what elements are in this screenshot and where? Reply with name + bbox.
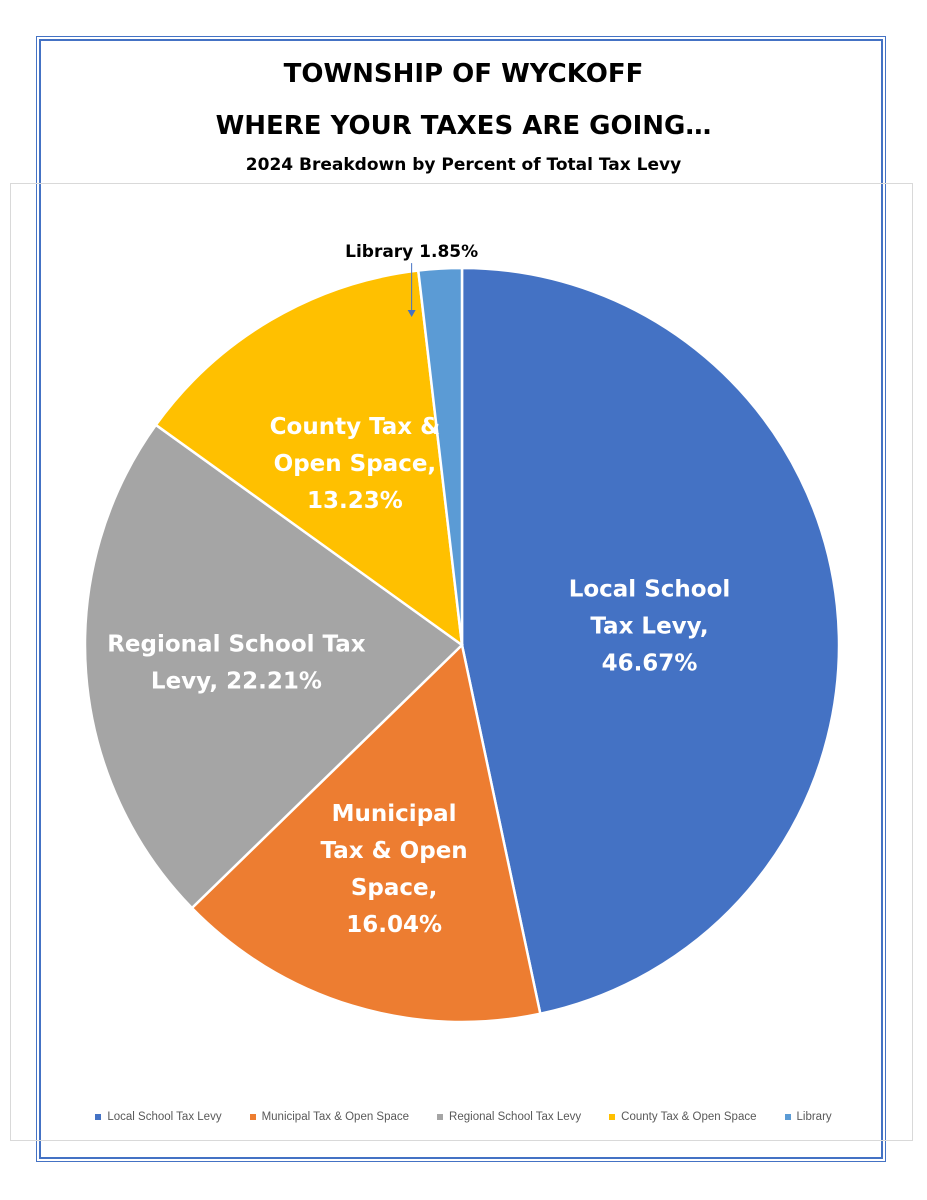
data-label-line: Space, (351, 875, 438, 901)
data-label-line: 16.04% (346, 912, 442, 938)
legend-swatch (609, 1114, 616, 1120)
callout-arrow-icon (407, 309, 416, 317)
data-label-line: Open Space, (274, 451, 437, 477)
legend-swatch (249, 1114, 256, 1120)
legend-label: Municipal Tax & Open Space (261, 1111, 410, 1123)
legend-label: Local School Tax Levy (107, 1111, 222, 1123)
legend-item: Library (784, 1111, 832, 1123)
data-label-line: Tax & Open (321, 838, 468, 864)
data-label-local-school: Local School Tax Levy, 46.67% (569, 576, 731, 676)
data-label-line: 46.67% (602, 650, 698, 676)
pie-slice-municipal (190, 642, 542, 1024)
chart-legend: Local School Tax Levy Municipal Tax & Op… (0, 1111, 927, 1123)
data-label-line: Regional School Tax (107, 631, 366, 657)
chart-title-line1: TOWNSHIP OF WYCKOFF (283, 59, 644, 89)
chart-area (10, 183, 913, 1141)
data-label-library: Library 1.85% (345, 242, 478, 262)
data-label-line: 13.23% (307, 488, 403, 514)
data-label-line: County Tax & (270, 414, 441, 440)
data-label-line: Municipal (332, 801, 457, 827)
legend-swatch (95, 1114, 102, 1120)
chart-subtitle: 2024 Breakdown by Percent of Total Tax L… (245, 155, 682, 175)
legend-item: Local School Tax Levy (95, 1111, 222, 1123)
data-label-municipal: Municipal Tax & Open Space, 16.04% (321, 801, 468, 938)
pie-slice-regional-school (83, 423, 464, 910)
legend-item: County Tax & Open Space (609, 1111, 757, 1123)
legend-label: Regional School Tax Levy (449, 1111, 582, 1123)
legend-swatch (784, 1114, 791, 1120)
pie-slice-county (154, 269, 464, 648)
legend-label: County Tax & Open Space (621, 1111, 757, 1123)
chart-title-line2: WHERE YOUR TAXES ARE GOING… (215, 111, 712, 141)
data-label-line: Local School (569, 576, 731, 602)
pie-slice-local-school (460, 266, 841, 1016)
data-label-line: Levy, 22.21% (151, 668, 322, 694)
page-border (36, 36, 886, 1162)
data-label-regional-school: Regional School Tax Levy, 22.21% (107, 631, 366, 694)
legend-item: Regional School Tax Levy (437, 1111, 581, 1123)
pie-slice-library (416, 266, 464, 646)
data-label-county: County Tax & Open Space, 13.23% (270, 414, 441, 514)
data-label-line: Tax Levy, (590, 613, 708, 639)
legend-swatch (437, 1114, 444, 1120)
legend-label: Library (796, 1111, 832, 1123)
legend-item: Municipal Tax & Open Space (249, 1111, 410, 1123)
